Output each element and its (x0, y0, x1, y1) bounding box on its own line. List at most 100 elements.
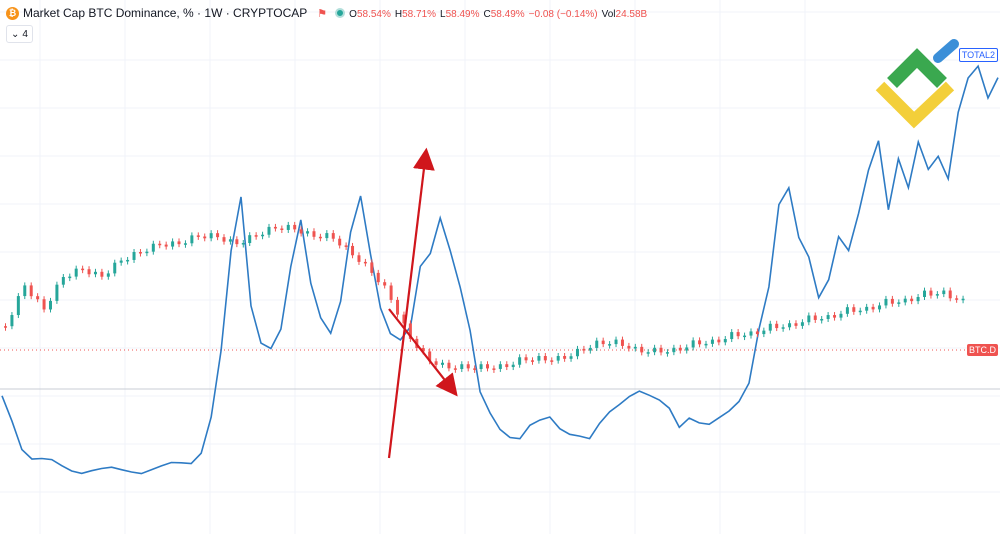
ohlc-value: 58.49% (445, 9, 480, 20)
candle-body (286, 224, 290, 230)
candle-body (800, 322, 804, 326)
candle-body (518, 357, 522, 365)
candle-body (171, 241, 175, 247)
candle-body (113, 262, 117, 274)
candle-body (627, 345, 631, 349)
candle-body (672, 347, 676, 353)
candle-body (473, 368, 477, 370)
candle-body (653, 347, 657, 353)
candle-body (402, 314, 406, 324)
candle-body (691, 340, 695, 348)
candle-body (961, 298, 965, 301)
btcd-price-tag: BTC.D (967, 344, 998, 356)
candle-body (530, 360, 534, 362)
candle-body (601, 340, 605, 345)
candle-body (665, 352, 669, 354)
ohlc-value: 24.58B (615, 9, 648, 20)
candle-body (845, 307, 849, 314)
total2-line (1, 64, 999, 475)
candle-body (466, 364, 470, 369)
candle-body (151, 243, 155, 252)
ohlc-value: 58.54% (356, 9, 391, 20)
candle-body (550, 360, 554, 362)
candle-body (704, 343, 708, 346)
candle-body (768, 323, 772, 331)
candle-body (942, 290, 946, 295)
candle-body (119, 260, 123, 263)
candle-body (273, 226, 277, 229)
candle-body (396, 299, 400, 315)
candle-body (498, 364, 502, 369)
candle-body (441, 362, 445, 365)
ohlc-key: O (349, 9, 357, 20)
candle-body (183, 243, 187, 245)
candle-body (788, 323, 792, 328)
candle-body (216, 233, 220, 238)
candle-body (93, 271, 97, 275)
candle-body (61, 276, 65, 285)
candle-body (23, 285, 27, 297)
candle-body (685, 347, 689, 351)
candle-body (698, 340, 702, 345)
candle-body (100, 271, 104, 277)
candle-body (492, 368, 496, 370)
ohlc-key: H (394, 9, 403, 20)
candle-body (248, 235, 252, 244)
symbol-title[interactable]: Market Cap BTC Dominance, % · 1W · CRYPT… (23, 6, 308, 20)
candle-body (280, 228, 284, 230)
candle-body (890, 298, 894, 304)
candle-body (370, 262, 374, 273)
bitcoin-icon: ₿ (6, 6, 19, 20)
candle-body (235, 239, 239, 245)
candle-body (434, 361, 438, 365)
indicators-collapse-button[interactable]: ⌄ 4 (6, 25, 33, 43)
candle-body (833, 315, 837, 318)
candle-body (145, 251, 149, 254)
candle-body (351, 245, 355, 256)
candle-body (935, 294, 939, 296)
candle-body (389, 285, 393, 300)
ohlc-value: −0.08 (−0.14%) (528, 9, 598, 20)
candle-body (421, 348, 425, 352)
candle-body (755, 331, 759, 335)
candle-body (357, 255, 361, 262)
candle-body (81, 268, 85, 271)
chevron-down-icon: ⌄ (11, 28, 20, 40)
candle-body (614, 339, 618, 345)
candle-body (48, 300, 52, 310)
candle-body (717, 339, 721, 343)
candle-body (312, 231, 316, 237)
candle-body (383, 282, 387, 286)
flag-icon[interactable]: ⚑ (317, 7, 328, 20)
candle-body (55, 284, 59, 301)
candle-body (42, 299, 46, 310)
candle-body (338, 238, 342, 246)
candle-body (325, 233, 329, 239)
market-status-icon (335, 8, 346, 18)
candle-body (903, 298, 907, 303)
ohlc-value: 58.71% (402, 9, 437, 20)
candle-body (678, 347, 682, 351)
candle-body (640, 346, 644, 353)
candle-body (447, 362, 451, 369)
candle-body (132, 252, 136, 260)
candle-body (36, 296, 40, 300)
ohlc-values: O58.54% H58.71% L58.49% C58.49% −0.08 (−0.14… (349, 6, 651, 20)
candle-body (222, 237, 226, 242)
candle-body (29, 285, 33, 297)
ohlc-key: Vol (601, 9, 616, 20)
candle-body (563, 356, 567, 359)
candle-body (807, 315, 811, 323)
candle-body (453, 368, 457, 370)
indicator-count: 4 (22, 28, 28, 40)
candle-body (306, 231, 310, 234)
candle-body (293, 224, 297, 230)
candle-body (10, 315, 14, 327)
candle-body (858, 310, 862, 313)
candle-body (299, 229, 303, 234)
candle-body (479, 364, 483, 369)
candle-body (775, 323, 779, 329)
candle-body (331, 233, 335, 239)
candle-body (820, 318, 824, 321)
